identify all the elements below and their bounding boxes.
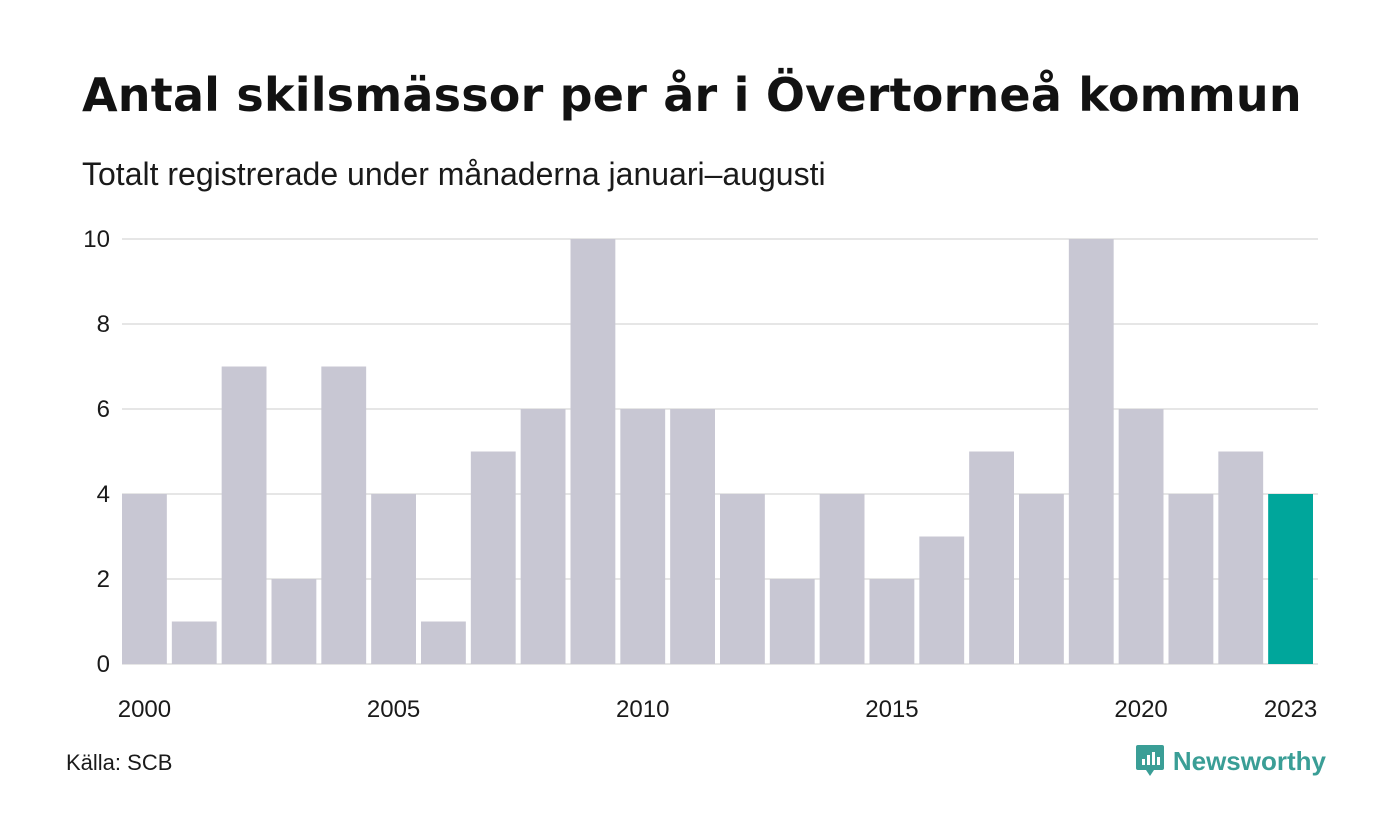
bar-2022 xyxy=(1218,451,1264,664)
bar-2011 xyxy=(670,409,715,664)
bar-2001 xyxy=(171,621,217,664)
bar-2012 xyxy=(720,494,765,664)
chart-subtitle: Totalt registrerade under månaderna janu… xyxy=(82,156,826,192)
bars xyxy=(122,239,1313,664)
chart-title: Antal skilsmässor per år i Övertorneå ko… xyxy=(82,68,1302,122)
bar-2014 xyxy=(819,494,865,664)
bar-2016 xyxy=(919,536,965,664)
brand-logo[interactable]: Newsworthy xyxy=(1135,744,1326,778)
bar-2000 xyxy=(122,494,167,664)
bar-2009 xyxy=(570,239,616,664)
y-axis-ticks: 0 2 4 6 8 10 xyxy=(83,226,110,678)
bar-2004 xyxy=(321,366,367,664)
y-tick-label: 8 xyxy=(97,311,110,338)
y-tick-label: 0 xyxy=(97,651,110,678)
bar-2013 xyxy=(769,579,815,664)
newsworthy-logo-icon xyxy=(1135,745,1164,776)
bar-2005 xyxy=(371,494,416,664)
bar-2008 xyxy=(520,409,566,664)
bar-2003 xyxy=(271,579,317,664)
bar-2023 xyxy=(1268,494,1313,664)
x-tick-label: 2000 xyxy=(118,696,171,723)
brand-name: Newsworthy xyxy=(1172,745,1326,776)
x-tick-label: 2020 xyxy=(1114,696,1167,723)
source-label: Källa: SCB xyxy=(66,750,173,775)
bar-2010 xyxy=(620,409,666,664)
x-tick-label: 2015 xyxy=(865,696,918,723)
bar-chart: 0 2 4 6 8 10 2000 2005 2010 2015 2020 2023 xyxy=(83,226,1318,723)
y-tick-label: 2 xyxy=(97,566,110,593)
bar-2018 xyxy=(1019,494,1064,664)
bar-2021 xyxy=(1168,494,1214,664)
bar-2007 xyxy=(470,451,516,664)
y-tick-label: 10 xyxy=(83,226,110,253)
x-tick-label: 2023 xyxy=(1264,696,1317,723)
y-tick-label: 6 xyxy=(97,396,110,423)
bar-2015 xyxy=(869,579,915,664)
x-tick-label: 2005 xyxy=(367,696,420,723)
x-tick-label: 2010 xyxy=(616,696,669,723)
x-axis-ticks: 2000 2005 2010 2015 2020 2023 xyxy=(118,696,1318,723)
bar-2002 xyxy=(221,366,267,664)
y-tick-label: 4 xyxy=(97,481,110,508)
bar-2006 xyxy=(421,621,466,664)
bar-2019 xyxy=(1068,239,1114,664)
bar-2017 xyxy=(969,451,1014,664)
bar-2020 xyxy=(1118,409,1164,664)
